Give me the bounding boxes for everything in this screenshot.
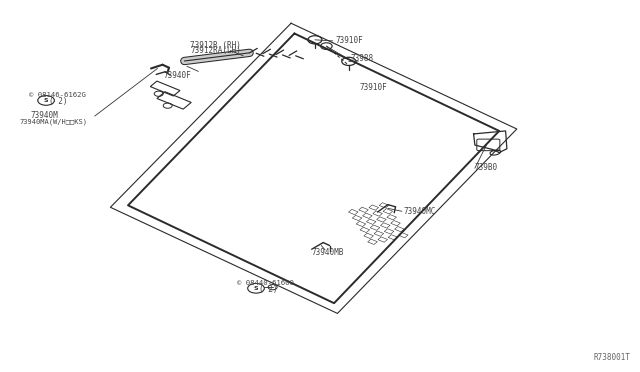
Text: © 08146-6162G: © 08146-6162G [29,92,86,98]
Text: S: S [44,98,49,103]
Text: 73988: 73988 [351,54,374,63]
Text: ( 2): ( 2) [49,97,67,106]
Text: © 08440-61600: © 08440-61600 [237,280,294,286]
Text: 73940MC: 73940MC [403,207,436,216]
Text: S: S [253,286,259,291]
Text: 73940MA(W/H□□KS): 73940MA(W/H□□KS) [19,118,87,125]
Text: ( 2): ( 2) [259,285,277,294]
Text: 73910F: 73910F [360,83,387,92]
Text: R738001T: R738001T [593,353,630,362]
Text: 739B0: 739B0 [475,163,498,172]
Text: 73940M: 73940M [31,111,58,120]
Text: 73912R (RH): 73912R (RH) [190,41,241,50]
Text: 73940F: 73940F [163,71,191,80]
Text: 73910F: 73910F [336,36,364,45]
Text: 73940MB: 73940MB [311,248,344,257]
Text: 73912RA(LH): 73912RA(LH) [190,46,241,55]
